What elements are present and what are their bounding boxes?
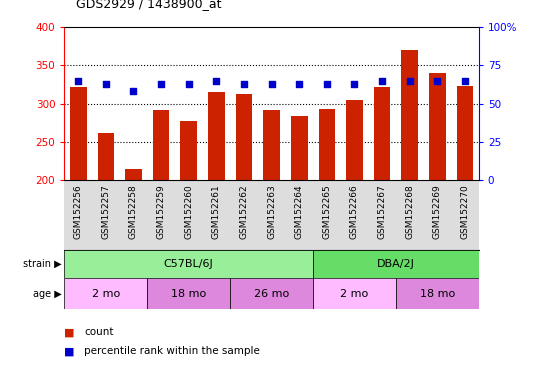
Bar <box>208 92 225 180</box>
Text: GDS2929 / 1438900_at: GDS2929 / 1438900_at <box>76 0 221 10</box>
Text: GSM152258: GSM152258 <box>129 184 138 239</box>
Bar <box>291 116 307 180</box>
Text: ■: ■ <box>64 346 75 356</box>
Bar <box>125 169 142 180</box>
Text: GSM152265: GSM152265 <box>323 184 332 239</box>
Text: age ▶: age ▶ <box>33 289 62 299</box>
Text: GSM152260: GSM152260 <box>184 184 193 239</box>
Text: percentile rank within the sample: percentile rank within the sample <box>84 346 260 356</box>
Bar <box>396 278 479 309</box>
Bar <box>64 250 313 278</box>
Bar <box>180 121 197 180</box>
Bar <box>374 87 390 180</box>
Text: count: count <box>84 327 114 337</box>
Text: GSM152256: GSM152256 <box>74 184 83 239</box>
Text: GSM152268: GSM152268 <box>405 184 414 239</box>
Text: strain ▶: strain ▶ <box>23 259 62 269</box>
Point <box>267 81 276 87</box>
Bar <box>319 109 335 180</box>
Text: GSM152269: GSM152269 <box>433 184 442 239</box>
Bar <box>70 87 86 180</box>
Bar <box>429 73 446 180</box>
Point <box>184 81 193 87</box>
Text: GSM152259: GSM152259 <box>157 184 166 239</box>
Text: GSM152270: GSM152270 <box>460 184 469 239</box>
Point <box>460 78 469 84</box>
Point <box>350 81 359 87</box>
Text: 18 mo: 18 mo <box>171 289 206 299</box>
Text: GSM152263: GSM152263 <box>267 184 276 239</box>
Text: GSM152257: GSM152257 <box>101 184 110 239</box>
Text: GSM152262: GSM152262 <box>240 184 249 238</box>
Point <box>157 81 166 87</box>
Point <box>129 88 138 94</box>
Bar <box>263 110 280 180</box>
Text: ■: ■ <box>64 327 75 337</box>
Bar <box>346 100 363 180</box>
Text: DBA/2J: DBA/2J <box>377 259 415 269</box>
Bar <box>153 110 169 180</box>
Bar <box>147 278 230 309</box>
Text: 18 mo: 18 mo <box>420 289 455 299</box>
Bar <box>457 86 473 180</box>
Point <box>323 81 332 87</box>
Bar <box>236 94 252 180</box>
Point <box>101 81 110 87</box>
Point <box>405 78 414 84</box>
Bar <box>313 250 479 278</box>
Point <box>240 81 249 87</box>
Bar <box>402 50 418 180</box>
Bar <box>97 133 114 180</box>
Bar <box>313 278 396 309</box>
Point <box>74 78 83 84</box>
Text: 26 mo: 26 mo <box>254 289 289 299</box>
Bar <box>64 278 147 309</box>
Text: GSM152266: GSM152266 <box>350 184 359 239</box>
Text: 2 mo: 2 mo <box>92 289 120 299</box>
Point <box>295 81 304 87</box>
Point <box>212 78 221 84</box>
Bar <box>230 278 313 309</box>
Text: GSM152261: GSM152261 <box>212 184 221 239</box>
Point <box>433 78 442 84</box>
Text: GSM152267: GSM152267 <box>377 184 386 239</box>
Text: 2 mo: 2 mo <box>340 289 368 299</box>
Text: GSM152264: GSM152264 <box>295 184 304 238</box>
Point <box>377 78 386 84</box>
Text: C57BL/6J: C57BL/6J <box>164 259 213 269</box>
